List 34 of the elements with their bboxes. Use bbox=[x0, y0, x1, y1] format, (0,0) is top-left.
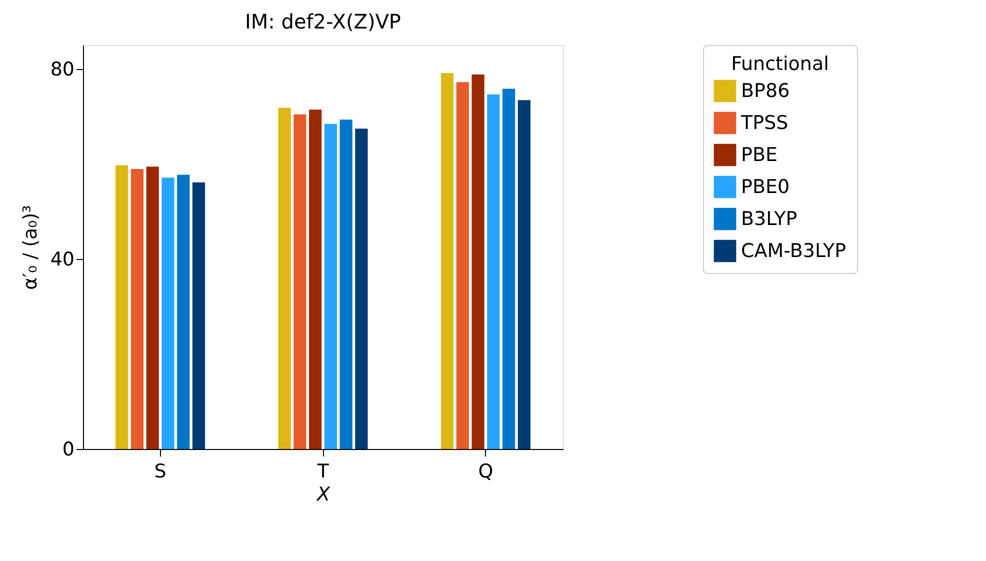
x-tick-label: T bbox=[316, 460, 330, 482]
bar bbox=[294, 114, 306, 449]
bar bbox=[309, 110, 322, 449]
x-tick-label: S bbox=[154, 460, 166, 482]
bar bbox=[502, 88, 516, 449]
chart-title: IM: def2-X(Z)VP bbox=[245, 10, 401, 34]
legend-label: BP86 bbox=[741, 80, 790, 102]
bar bbox=[130, 169, 144, 449]
y-tick-label: 40 bbox=[50, 248, 74, 270]
bar bbox=[177, 174, 190, 449]
bar bbox=[192, 182, 206, 449]
bar bbox=[278, 108, 291, 449]
x-axis-title: X bbox=[316, 484, 331, 506]
bar bbox=[355, 128, 368, 449]
y-tick-label: 80 bbox=[50, 58, 74, 80]
bar bbox=[324, 124, 337, 449]
y-axis-title: α′₀ / (a₀)³ bbox=[19, 205, 42, 290]
bar bbox=[472, 74, 484, 449]
legend-label: B3LYP bbox=[741, 208, 798, 230]
bar bbox=[116, 165, 128, 449]
y-tick-label: 0 bbox=[62, 438, 74, 460]
bar bbox=[146, 166, 159, 449]
legend-label: CAM-B3LYP bbox=[741, 240, 846, 262]
bar bbox=[518, 100, 530, 449]
bar bbox=[456, 82, 469, 449]
legend-label: PBE0 bbox=[741, 176, 790, 198]
x-tick-label: Q bbox=[478, 460, 494, 482]
legend-title: Functional bbox=[731, 53, 829, 75]
bar bbox=[440, 73, 454, 449]
legend-label: PBE bbox=[741, 144, 778, 166]
legend-label: TPSS bbox=[740, 112, 788, 134]
bar bbox=[162, 178, 174, 449]
bar bbox=[487, 94, 500, 449]
bar bbox=[340, 120, 352, 449]
